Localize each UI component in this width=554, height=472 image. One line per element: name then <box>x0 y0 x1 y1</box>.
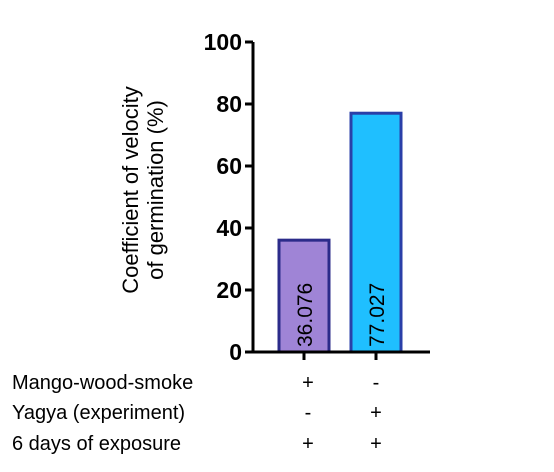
y-tick-label: 40 <box>216 215 242 241</box>
y-tick-label: 100 <box>204 29 242 55</box>
bar-value-label: 36.076 <box>294 283 317 347</box>
y-tick-label: 0 <box>229 339 242 365</box>
condition-label: 6 days of exposure <box>12 433 181 455</box>
y-axis-title-line: of germination (%) <box>143 100 168 280</box>
bar-value-label: 77.027 <box>366 283 389 347</box>
bars: 36.076 77.027 <box>277 111 403 354</box>
condition-mark: + <box>302 433 314 455</box>
y-tick-label: 80 <box>216 91 242 117</box>
bar <box>349 111 403 354</box>
condition-mark: - <box>373 372 380 394</box>
condition-mark: + <box>370 433 382 455</box>
condition-mark: + <box>302 372 314 394</box>
condition-mark: + <box>370 402 382 424</box>
condition-table: Mango-wood-smoke + - Yagya (experiment) - +6 … <box>12 372 382 455</box>
x-axis <box>252 350 430 360</box>
y-axis: 0 20 40 60 80 100 <box>204 29 255 365</box>
condition-label: Yagya (experiment) <box>12 402 185 424</box>
y-tick-label: 20 <box>216 277 242 303</box>
condition-label: Mango-wood-smoke <box>12 372 193 394</box>
y-axis-title-line: Coefficient of velocity <box>118 86 143 293</box>
y-tick-label: 60 <box>216 153 242 179</box>
condition-mark: - <box>305 402 312 424</box>
y-axis-title-text: Coefficient of velocityof germination (%… <box>118 86 168 293</box>
y-axis-title: Coefficient of velocityof germination (%… <box>118 86 168 293</box>
